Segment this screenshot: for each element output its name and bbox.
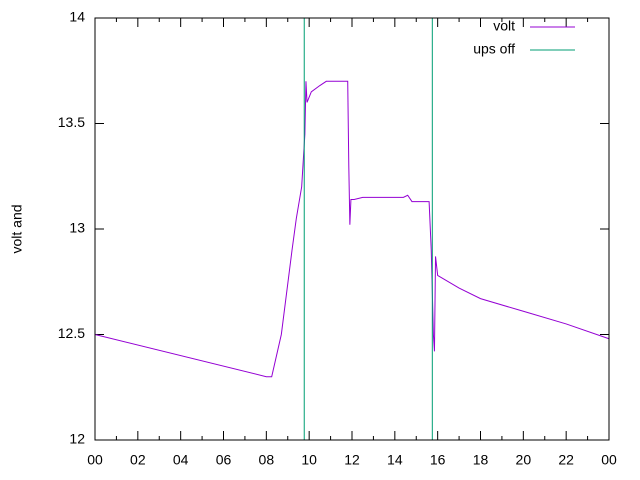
legend-label: ups off — [473, 41, 515, 57]
series-line — [94, 80, 610, 378]
y-axis-label: volt and — [9, 204, 25, 253]
y-tick-label: 14 — [69, 9, 85, 25]
x-tick-label: 08 — [259, 452, 275, 468]
legend-label: volt — [493, 18, 515, 34]
x-tick-label: 10 — [301, 452, 317, 468]
y-tick-label: 13 — [69, 220, 85, 236]
y-tick-label: 12.5 — [58, 325, 85, 341]
x-tick-label: 18 — [473, 452, 489, 468]
x-tick-label: 00 — [87, 452, 103, 468]
x-tick-label: 20 — [516, 452, 532, 468]
plot-border — [94, 17, 610, 441]
y-tick-label: 12 — [69, 431, 85, 447]
x-tick-label: 04 — [173, 452, 189, 468]
series-line — [303, 18, 433, 440]
x-tick-label: 22 — [558, 452, 574, 468]
x-tick-label: 14 — [387, 452, 403, 468]
y-tick-label: 13.5 — [58, 114, 85, 130]
x-tick-label: 12 — [344, 452, 360, 468]
x-tick-label: 02 — [130, 452, 146, 468]
x-tick-label: 16 — [430, 452, 446, 468]
x-tick-label: 00 — [601, 452, 617, 468]
x-tick-label: 06 — [216, 452, 232, 468]
